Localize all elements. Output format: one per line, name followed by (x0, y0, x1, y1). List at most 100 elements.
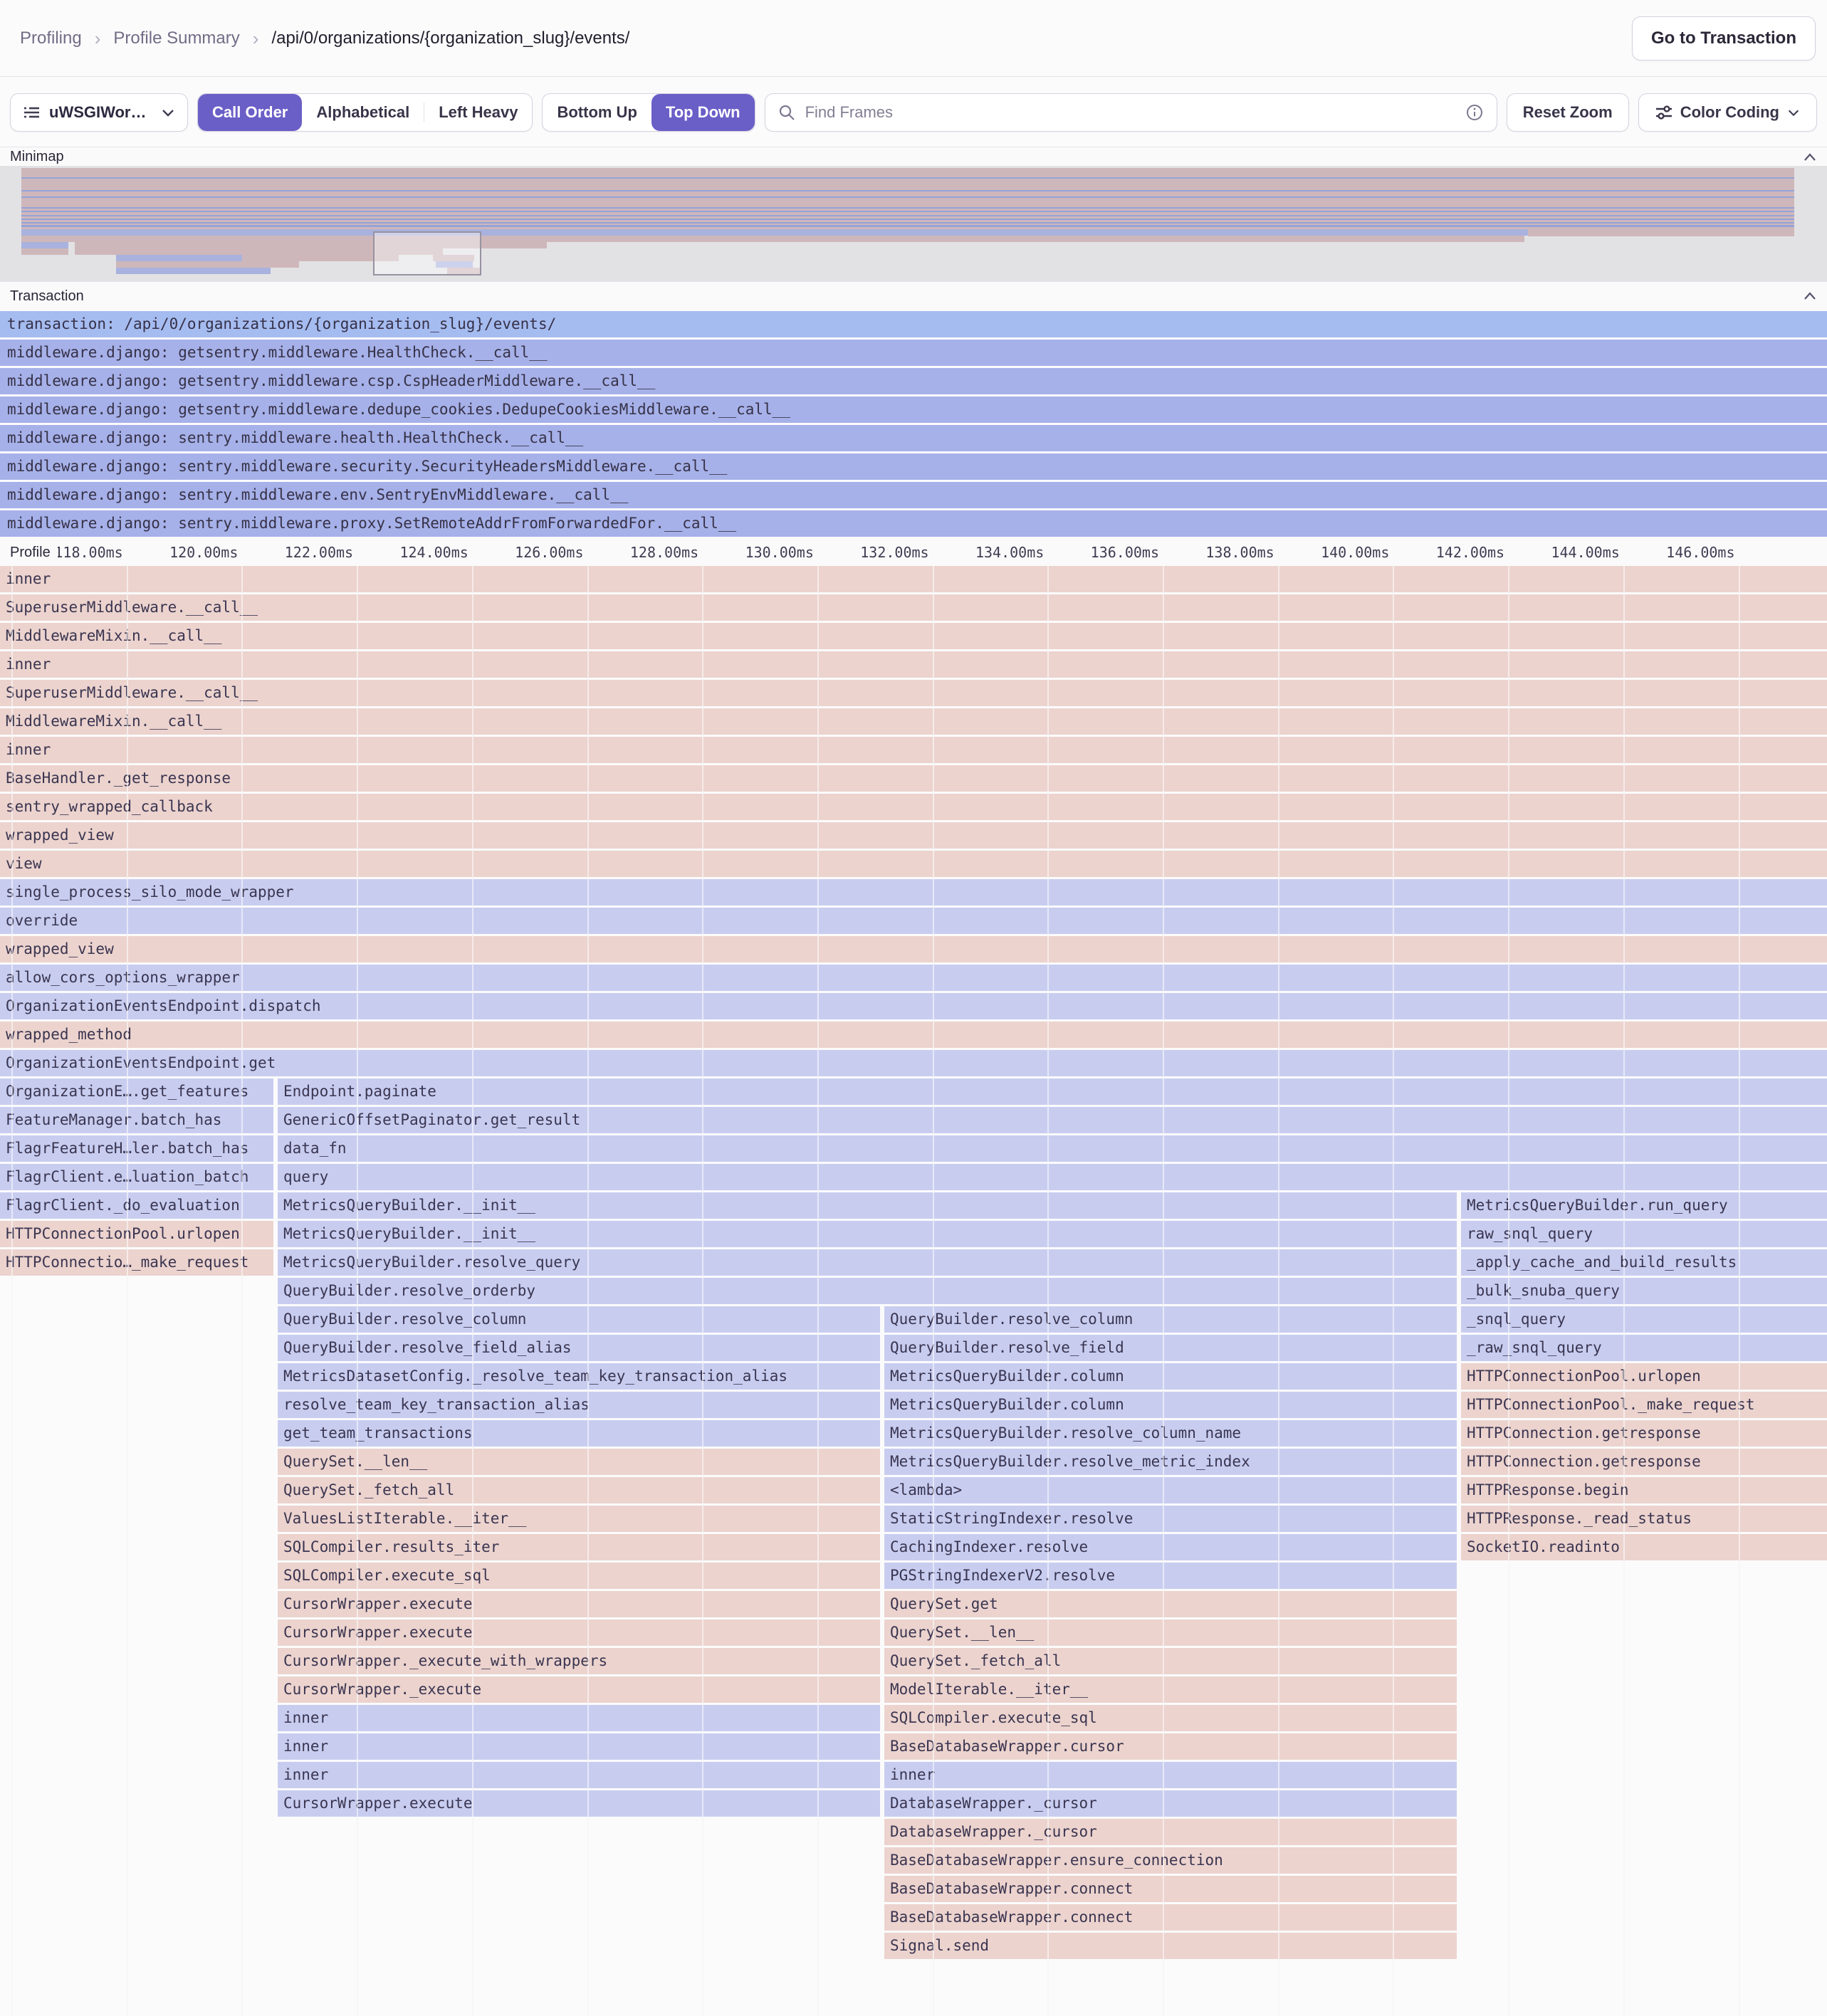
flame-frame-bar[interactable]: CursorWrapper.execute (278, 1591, 880, 1617)
flame-frame-bar[interactable]: HTTPConnectionPool.urlopen (1461, 1363, 1827, 1390)
flame-frame-bar[interactable]: HTTPConnectio…_make_request (0, 1249, 273, 1276)
collapse-minimap-icon[interactable] (1803, 152, 1817, 162)
flame-frame-bar[interactable]: SocketIO.readinto (1461, 1534, 1827, 1560)
transaction-span-bar[interactable]: middleware.django: sentry.middleware.pro… (0, 510, 1827, 537)
flame-frame-bar[interactable]: resolve_team_key_transaction_alias (278, 1392, 880, 1418)
flame-frame-bar[interactable]: MetricsQueryBuilder.run_query (1461, 1192, 1827, 1219)
sort-option-call-order[interactable]: Call Order (198, 93, 303, 131)
flame-frame-bar[interactable]: inner (278, 1733, 880, 1760)
search-input[interactable] (803, 102, 1457, 122)
transaction-span-bar[interactable]: middleware.django: getsentry.middleware.… (0, 340, 1827, 366)
flame-frame-bar[interactable]: BaseDatabaseWrapper.connect (884, 1904, 1457, 1931)
flame-frame-bar[interactable]: MetricsDatasetConfig._resolve_team_key_t… (278, 1363, 880, 1390)
flame-frame-bar[interactable]: FlagrClient._do_evaluation (0, 1192, 273, 1219)
flame-frame-bar[interactable]: OrganizationE….get_features (0, 1078, 273, 1105)
flame-frame-bar[interactable]: CursorWrapper._execute_with_wrappers (278, 1648, 880, 1674)
breadcrumb-link[interactable]: Profile Summary (113, 28, 240, 48)
flame-frame-bar[interactable]: FlagrFeatureH…ler.batch_has (0, 1135, 273, 1162)
flame-frame-bar[interactable]: <lambda> (884, 1477, 1457, 1503)
flame-frame-bar[interactable]: HTTPResponse._read_status (1461, 1506, 1827, 1532)
find-frames-search[interactable] (764, 93, 1497, 132)
flame-frame-bar[interactable]: StaticStringIndexer.resolve (884, 1506, 1457, 1532)
flame-frame-bar[interactable]: CursorWrapper._execute (278, 1676, 880, 1703)
sort-option-left-heavy[interactable]: Left Heavy (439, 103, 518, 121)
transaction-span-bar[interactable]: middleware.django: sentry.middleware.sec… (0, 453, 1827, 480)
flame-frame-bar[interactable]: _apply_cache_and_build_results (1461, 1249, 1827, 1276)
flame-frame-bar[interactable]: MetricsQueryBuilder.column (884, 1363, 1457, 1390)
flame-frame-bar[interactable]: MiddlewareMixin.__call__ (0, 623, 1827, 649)
flame-frame-bar[interactable]: query (278, 1164, 1827, 1190)
flame-frame-bar[interactable]: _snql_query (1461, 1306, 1827, 1333)
flame-frame-bar[interactable]: view (0, 851, 1827, 877)
flame-frame-bar[interactable]: QuerySet.__len__ (884, 1619, 1457, 1646)
flame-frame-bar[interactable]: allow_cors_options_wrapper (0, 965, 1827, 991)
flame-frame-bar[interactable]: FlagrClient.e…luation_batch (0, 1164, 273, 1190)
flame-frame-bar[interactable]: QuerySet._fetch_all (278, 1477, 880, 1503)
flame-frame-bar[interactable]: BaseDatabaseWrapper.ensure_connection (884, 1847, 1457, 1874)
flame-frame-bar[interactable]: FeatureManager.batch_has (0, 1107, 273, 1133)
flame-frame-bar[interactable]: SQLCompiler.results_iter (278, 1534, 880, 1560)
flame-frame-bar[interactable]: QueryBuilder.resolve_column (278, 1306, 880, 1333)
flame-frame-bar[interactable]: MetricsQueryBuilder.resolve_column_name (884, 1420, 1457, 1447)
flame-frame-bar[interactable]: inner (0, 737, 1827, 763)
flame-frame-bar[interactable]: ValuesListIterable.__iter__ (278, 1506, 880, 1532)
flame-frame-bar[interactable]: CursorWrapper.execute (278, 1790, 880, 1817)
color-coding-dropdown[interactable]: Color Coding (1638, 93, 1817, 132)
transaction-span-bar[interactable]: transaction: /api/0/organizations/{organ… (0, 311, 1827, 337)
direction-option-bottom-up[interactable]: Bottom Up (557, 103, 637, 121)
flame-frame-bar[interactable]: BaseDatabaseWrapper.connect (884, 1876, 1457, 1902)
flame-frame-bar[interactable]: QuerySet.get (884, 1591, 1457, 1617)
flame-frame-bar[interactable]: SuperuserMiddleware.__call__ (0, 680, 1827, 706)
flame-frame-bar[interactable]: raw_snql_query (1461, 1221, 1827, 1247)
flame-frame-bar[interactable]: PGStringIndexerV2.resolve (884, 1563, 1457, 1589)
flame-frame-bar[interactable]: QuerySet.__len__ (278, 1449, 880, 1475)
flame-frame-bar[interactable]: DatabaseWrapper._cursor (884, 1790, 1457, 1817)
flame-frame-bar[interactable]: HTTPResponse.begin (1461, 1477, 1827, 1503)
flame-frame-bar[interactable]: wrapped_view (0, 822, 1827, 849)
flame-frame-bar[interactable]: _bulk_snuba_query (1461, 1278, 1827, 1304)
flame-frame-bar[interactable]: inner (278, 1762, 880, 1788)
flame-frame-bar[interactable]: Endpoint.paginate (278, 1078, 1827, 1105)
flame-frame-bar[interactable]: SQLCompiler.execute_sql (278, 1563, 880, 1589)
reset-zoom-button[interactable]: Reset Zoom (1506, 93, 1629, 132)
sort-option-alphabetical[interactable]: Alphabetical (316, 103, 410, 121)
flame-frame-bar[interactable]: BaseHandler._get_response (0, 765, 1827, 792)
flame-frame-bar[interactable]: sentry_wrapped_callback (0, 794, 1827, 820)
flame-frame-bar[interactable]: CursorWrapper.execute (278, 1619, 880, 1646)
collapse-transaction-icon[interactable] (1803, 291, 1817, 301)
flame-frame-bar[interactable]: BaseDatabaseWrapper.cursor (884, 1733, 1457, 1760)
flame-frame-bar[interactable]: SQLCompiler.execute_sql (884, 1705, 1457, 1731)
flame-frame-bar[interactable]: inner (884, 1762, 1457, 1788)
transaction-span-bar[interactable]: middleware.django: sentry.middleware.env… (0, 482, 1827, 508)
flame-frame-bar[interactable]: inner (0, 651, 1827, 678)
flame-frame-bar[interactable]: QueryBuilder.resolve_field (884, 1335, 1457, 1361)
flame-frame-bar[interactable]: HTTPConnection.getresponse (1461, 1449, 1827, 1475)
flame-frame-bar[interactable]: QueryBuilder.resolve_column (884, 1306, 1457, 1333)
flame-frame-bar[interactable]: MetricsQueryBuilder.resolve_metric_index (884, 1449, 1457, 1475)
flame-frame-bar[interactable]: QueryBuilder.resolve_orderby (278, 1278, 1457, 1304)
flame-frame-bar[interactable]: QuerySet._fetch_all (884, 1648, 1457, 1674)
transaction-span-bar[interactable]: middleware.django: getsentry.middleware.… (0, 397, 1827, 423)
breadcrumb-link[interactable]: Profiling (20, 28, 82, 48)
minimap[interactable] (0, 166, 1827, 281)
flame-frame-bar[interactable]: QueryBuilder.resolve_field_alias (278, 1335, 880, 1361)
flame-frame-bar[interactable]: inner (0, 566, 1827, 592)
flame-frame-bar[interactable]: CachingIndexer.resolve (884, 1534, 1457, 1560)
flame-frame-bar[interactable]: Signal.send (884, 1933, 1457, 1959)
flame-frame-bar[interactable]: MiddlewareMixin.__call__ (0, 708, 1827, 735)
flame-frame-bar[interactable]: wrapped_view (0, 936, 1827, 962)
flame-frame-bar[interactable]: override (0, 908, 1827, 934)
flame-frame-bar[interactable]: ModelIterable.__iter__ (884, 1676, 1457, 1703)
flame-frame-bar[interactable]: MetricsQueryBuilder.__init__ (278, 1192, 1457, 1219)
flame-frame-bar[interactable]: DatabaseWrapper._cursor (884, 1819, 1457, 1845)
flame-frame-bar[interactable]: GenericOffsetPaginator.get_result (278, 1107, 1827, 1133)
flame-frame-bar[interactable]: MetricsQueryBuilder.resolve_query (278, 1249, 1457, 1276)
flame-frame-bar[interactable]: _raw_snql_query (1461, 1335, 1827, 1361)
flame-frame-bar[interactable]: HTTPConnectionPool.urlopen (0, 1221, 273, 1247)
flame-frame-bar[interactable]: OrganizationEventsEndpoint.get (0, 1050, 1827, 1076)
flame-frame-bar[interactable]: inner (278, 1705, 880, 1731)
transaction-span-bar[interactable]: middleware.django: sentry.middleware.hea… (0, 425, 1827, 451)
go-to-transaction-button[interactable]: Go to Transaction (1631, 16, 1816, 61)
direction-option-top-down[interactable]: Top Down (651, 93, 755, 131)
flame-frame-bar[interactable]: single_process_silo_mode_wrapper (0, 879, 1827, 905)
